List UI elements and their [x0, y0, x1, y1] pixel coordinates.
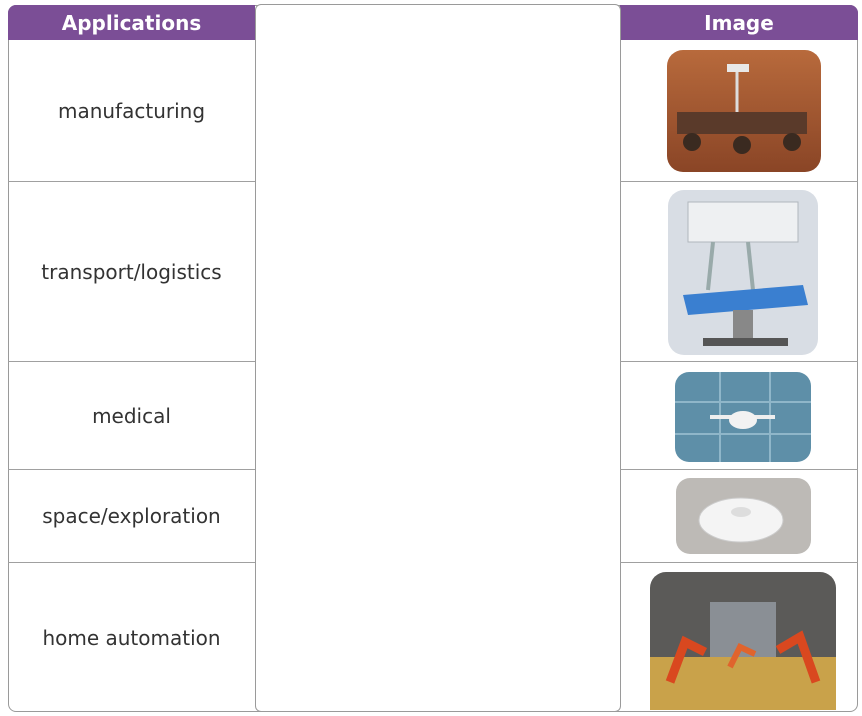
- photo-drone: [675, 372, 811, 462]
- application-cell: home automation: [42, 625, 221, 650]
- application-cell: medical: [8, 362, 255, 470]
- photo-vacuum: [676, 478, 811, 554]
- image-cell: [620, 40, 858, 182]
- application-cell: space/exploration: [8, 470, 255, 563]
- image-cell: [620, 182, 858, 362]
- image-cell: [620, 362, 858, 470]
- application-cell: transport/logistics: [8, 182, 255, 362]
- header-applications: Applications: [8, 5, 255, 40]
- header-image: Image: [620, 5, 858, 40]
- image-cell: [620, 470, 858, 563]
- photo-factory: [650, 572, 836, 710]
- application-cell: manufacturing: [8, 40, 255, 182]
- photo-rover: [667, 50, 821, 172]
- blank-column: [255, 4, 621, 712]
- photo-surgical-robot: [668, 190, 818, 355]
